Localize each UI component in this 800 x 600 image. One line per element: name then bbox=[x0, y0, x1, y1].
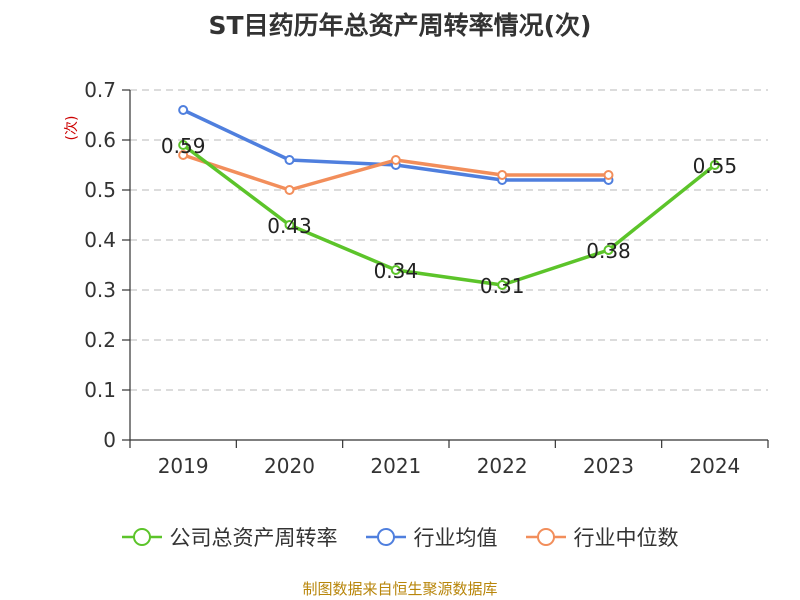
x-tick-label: 2023 bbox=[583, 454, 634, 478]
x-tick-label: 2021 bbox=[370, 454, 421, 478]
data-label: 0.55 bbox=[693, 154, 738, 178]
legend-label: 行业均值 bbox=[413, 526, 498, 550]
chart-title: ST目药历年总资产周转率情况(次) bbox=[208, 11, 592, 40]
y-tick-label: 0 bbox=[103, 428, 116, 452]
data-point bbox=[284, 155, 295, 165]
y-tick-label: 0.5 bbox=[84, 178, 116, 202]
legend-item: 行业均值 bbox=[365, 522, 498, 552]
y-tick-label: 0.4 bbox=[84, 228, 116, 252]
legend-item: 公司总资产周转率 bbox=[121, 522, 338, 552]
legend: 公司总资产周转率 行业均值 行业中位数 bbox=[0, 520, 800, 554]
source-note: 制图数据来自恒生聚源数据库 bbox=[302, 580, 498, 598]
legend-item: 行业中位数 bbox=[525, 522, 679, 552]
y-axis-label: (次) bbox=[64, 116, 80, 141]
data-label: 0.31 bbox=[480, 274, 525, 298]
data-label: 0.43 bbox=[267, 214, 312, 238]
legend-swatch bbox=[121, 528, 162, 546]
y-tick-label: 0.2 bbox=[84, 328, 116, 352]
data-point bbox=[178, 140, 189, 150]
x-tick-label: 2019 bbox=[158, 454, 209, 478]
data-point bbox=[178, 105, 189, 115]
data-point bbox=[497, 280, 508, 290]
data-point bbox=[284, 220, 295, 230]
data-label: 0.34 bbox=[374, 259, 419, 283]
legend-swatch bbox=[365, 528, 406, 546]
legend-label: 公司总资产周转率 bbox=[169, 526, 338, 550]
legend-swatch bbox=[525, 528, 566, 546]
x-tick-label: 2024 bbox=[689, 454, 740, 478]
y-tick-label: 0.6 bbox=[84, 128, 116, 152]
data-label: 0.38 bbox=[586, 239, 631, 263]
y-tick-label: 0.3 bbox=[84, 278, 116, 302]
data-point bbox=[497, 170, 508, 180]
data-point bbox=[603, 170, 614, 180]
y-tick-label: 0.7 bbox=[84, 78, 116, 102]
data-point bbox=[284, 185, 295, 195]
data-point bbox=[390, 265, 401, 275]
data-point bbox=[390, 155, 401, 165]
x-tick-label: 2022 bbox=[477, 454, 528, 478]
data-point bbox=[178, 150, 189, 160]
x-tick-label: 2020 bbox=[264, 454, 315, 478]
legend-label: 行业中位数 bbox=[573, 526, 679, 550]
series-line bbox=[182, 143, 716, 287]
axes: 0 0.1 0.2 0.3 0.4 0.5 0.6 0.7(次) 2019 2020 2021 202… bbox=[64, 78, 769, 478]
data-label: 0.59 bbox=[161, 134, 206, 158]
y-tick-label: 0.1 bbox=[84, 378, 116, 402]
data-point bbox=[603, 245, 614, 255]
data-labels: 0.59 0.43 0.34 0.31 0.38 0.55 bbox=[161, 134, 737, 298]
series-layer bbox=[178, 105, 720, 290]
data-point bbox=[709, 160, 720, 170]
grid-lines bbox=[130, 89, 768, 391]
